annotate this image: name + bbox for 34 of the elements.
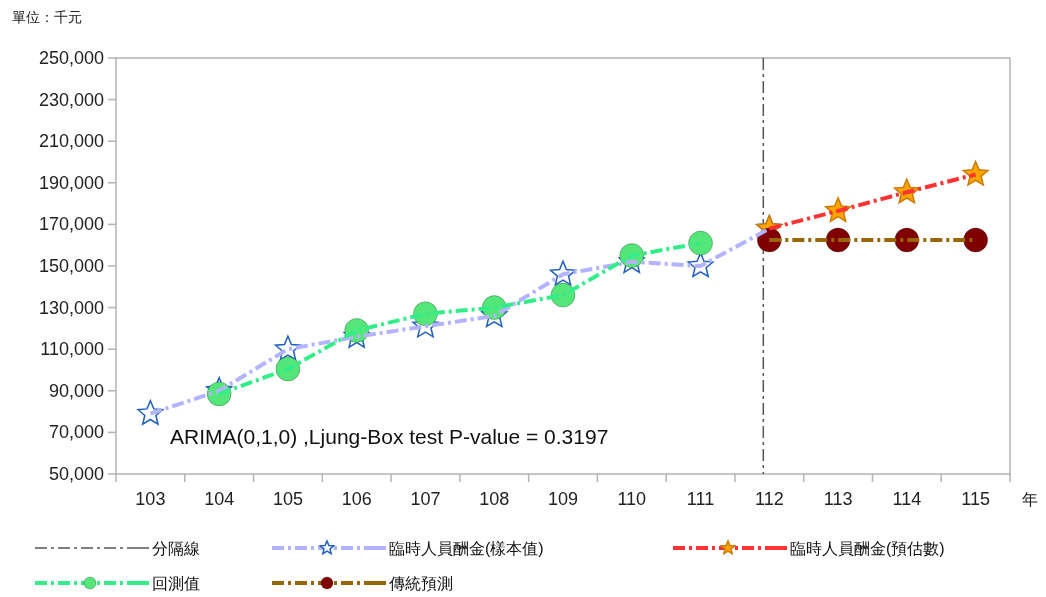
x-tick-label: 108 xyxy=(479,489,510,509)
y-tick-label: 210,000 xyxy=(38,131,104,152)
y-tick-label: 250,000 xyxy=(38,48,104,68)
y-tick-label: 230,000 xyxy=(38,89,104,110)
y-tick-label: 130,000 xyxy=(38,297,104,318)
annotation: ARIMA(0,1,0) ,Ljung-Box test P-value = 0.3197 xyxy=(170,425,609,448)
x-tick-label: 105 xyxy=(272,489,303,509)
y-tick-label: 50,000 xyxy=(48,464,104,484)
x-tick-label: 107 xyxy=(410,489,441,509)
x-tick-label: 106 xyxy=(341,489,372,509)
x-axis-title: 年 xyxy=(1022,491,1038,508)
x-tick-label: 104 xyxy=(204,489,235,509)
y-tick-label: 110,000 xyxy=(40,339,104,360)
x-tick-label: 111 xyxy=(686,489,715,509)
y-tick-label: 70,000 xyxy=(48,422,104,443)
legend-label: 臨時人員酬金(樣本值) xyxy=(389,540,544,557)
x-tick-label: 114 xyxy=(892,489,922,509)
legend-label: 臨時人員酬金(預估數) xyxy=(790,540,945,557)
x-tick-label: 103 xyxy=(135,489,166,509)
y-tick-label: 90,000 xyxy=(48,380,104,401)
x-tick-label: 109 xyxy=(547,489,579,509)
point xyxy=(688,230,714,256)
x-tick-label: 112 xyxy=(754,489,784,509)
y-tick-label: 170,000 xyxy=(38,214,104,235)
x-tick-label: 115 xyxy=(961,489,990,509)
legend-label: 傳統預測 xyxy=(388,575,453,592)
x-tick-label: 113 xyxy=(823,489,853,509)
legend-label: 分隔線 xyxy=(152,540,200,557)
legend-label: 回測值 xyxy=(152,575,200,592)
y-tick-label: 150,000 xyxy=(38,256,104,276)
y-axis-title: 單位：千元 xyxy=(12,9,82,25)
point xyxy=(963,227,989,253)
y-tick-label: 190,000 xyxy=(38,172,104,193)
x-tick-label: 110 xyxy=(617,489,647,509)
